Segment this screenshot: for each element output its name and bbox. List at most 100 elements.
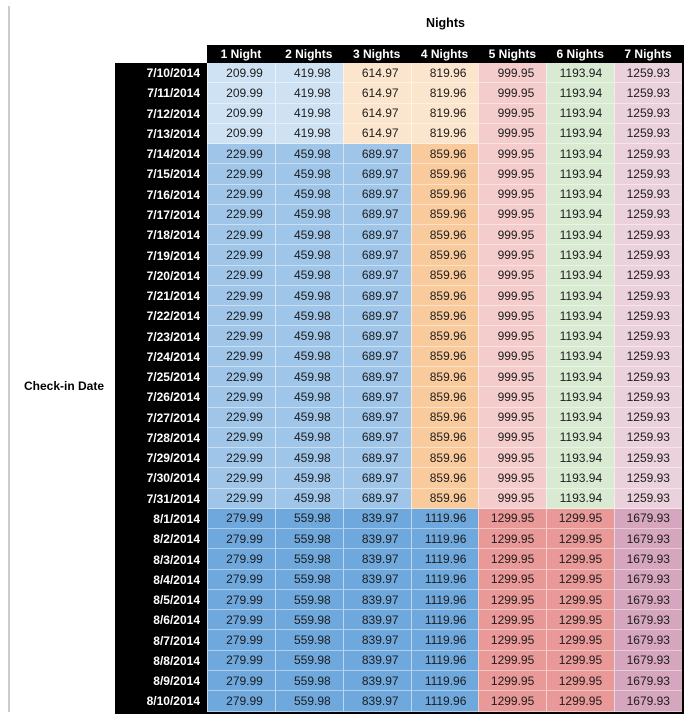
- price-cell: 229.99: [207, 326, 275, 347]
- price-cell: 1193.94: [546, 225, 615, 246]
- price-cell: 1679.93: [614, 529, 682, 550]
- price-cell: 999.95: [478, 63, 547, 84]
- row-header-checkin-date: 8/6/2014: [115, 610, 207, 631]
- row-header-checkin-date: 8/1/2014: [115, 508, 207, 530]
- price-cell: 689.97: [342, 164, 411, 185]
- price-cell: 859.96: [410, 306, 479, 327]
- pricing-table: 1 Night 2 Nights 3 Nights 4 Nights 5 Nights 6…: [115, 45, 684, 714]
- price-cell: 459.98: [274, 144, 343, 165]
- price-cell: 1259.93: [614, 407, 682, 428]
- price-cell: 999.95: [478, 164, 547, 185]
- price-cell: 689.97: [342, 407, 411, 428]
- price-cell: 1119.96: [410, 589, 479, 611]
- row-header-checkin-date: 7/30/2014: [115, 468, 207, 489]
- price-cell: 1299.95: [478, 589, 547, 611]
- price-cell: 1193.94: [546, 245, 615, 266]
- price-cell: 1259.93: [614, 225, 682, 246]
- price-cell: 999.95: [478, 123, 547, 145]
- price-cell: 859.96: [410, 204, 479, 226]
- price-cell: 1679.93: [614, 508, 682, 530]
- price-cell: 279.99: [207, 529, 275, 550]
- price-cell: 1193.94: [546, 407, 615, 428]
- left-edge-line: [8, 6, 10, 712]
- price-cell: 689.97: [342, 184, 411, 205]
- price-cell: 459.98: [274, 285, 343, 307]
- price-cell: 1299.95: [546, 630, 615, 651]
- price-cell: 1259.93: [614, 346, 682, 367]
- row-header-checkin-date: 7/13/2014: [115, 123, 207, 145]
- row-header-checkin-date: 7/18/2014: [115, 225, 207, 246]
- price-cell: 279.99: [207, 610, 275, 631]
- price-cell: 1193.94: [546, 103, 615, 124]
- price-cell: 459.98: [274, 387, 343, 408]
- column-header-6-nights: 6 Nights: [546, 45, 615, 63]
- price-cell: 859.96: [410, 265, 479, 286]
- price-cell: 859.96: [410, 184, 479, 205]
- price-cell: 999.95: [478, 285, 547, 307]
- price-cell: 859.96: [410, 346, 479, 367]
- price-cell: 689.97: [342, 448, 411, 469]
- price-cell: 999.95: [478, 204, 547, 226]
- price-cell: 859.96: [410, 245, 479, 266]
- price-cell: 859.96: [410, 387, 479, 408]
- price-cell: 419.98: [274, 63, 343, 84]
- price-cell: 689.97: [342, 488, 411, 509]
- price-cell: 1259.93: [614, 83, 682, 104]
- price-cell: 999.95: [478, 306, 547, 327]
- price-cell: 459.98: [274, 204, 343, 226]
- price-cell: 999.95: [478, 468, 547, 489]
- price-cell: 1299.95: [478, 610, 547, 631]
- column-header-3-nights: 3 Nights: [342, 45, 411, 63]
- price-cell: 229.99: [207, 245, 275, 266]
- price-cell: 839.97: [342, 589, 411, 611]
- price-cell: 1299.95: [546, 589, 615, 611]
- price-cell: 839.97: [342, 610, 411, 631]
- price-cell: 1119.96: [410, 630, 479, 651]
- column-header-7-nights: 7 Nights: [614, 45, 682, 63]
- price-cell: 1193.94: [546, 306, 615, 327]
- row-header-checkin-date: 7/16/2014: [115, 184, 207, 205]
- column-header-1-nights: 1 Night: [207, 45, 275, 63]
- price-cell: 279.99: [207, 549, 275, 570]
- row-header-checkin-date: 8/3/2014: [115, 549, 207, 570]
- price-cell: 689.97: [342, 306, 411, 327]
- price-cell: 1299.95: [546, 691, 615, 712]
- price-cell: 279.99: [207, 569, 275, 590]
- price-cell: 559.98: [274, 589, 343, 611]
- price-cell: 229.99: [207, 306, 275, 327]
- price-cell: 839.97: [342, 670, 411, 692]
- price-cell: 559.98: [274, 630, 343, 651]
- price-cell: 999.95: [478, 83, 547, 104]
- price-cell: 459.98: [274, 427, 343, 449]
- price-cell: 459.98: [274, 184, 343, 205]
- price-cell: 839.97: [342, 508, 411, 530]
- price-cell: 1259.93: [614, 488, 682, 509]
- price-cell: 459.98: [274, 468, 343, 489]
- price-cell: 1679.93: [614, 670, 682, 692]
- row-header-checkin-date: 7/20/2014: [115, 265, 207, 286]
- price-cell: 459.98: [274, 346, 343, 367]
- price-cell: 819.96: [410, 103, 479, 124]
- price-cell: 209.99: [207, 83, 275, 104]
- price-cell: 559.98: [274, 610, 343, 631]
- price-cell: 999.95: [478, 245, 547, 266]
- price-cell: 229.99: [207, 265, 275, 286]
- price-cell: 689.97: [342, 346, 411, 367]
- row-header-checkin-date: 7/12/2014: [115, 103, 207, 124]
- price-cell: 859.96: [410, 225, 479, 246]
- price-cell: 1119.96: [410, 691, 479, 712]
- price-cell: 1679.93: [614, 549, 682, 570]
- price-cell: 459.98: [274, 326, 343, 347]
- price-cell: 279.99: [207, 508, 275, 530]
- price-cell: 419.98: [274, 103, 343, 124]
- price-cell: 689.97: [342, 427, 411, 449]
- price-cell: 1193.94: [546, 366, 615, 388]
- price-cell: 1259.93: [614, 285, 682, 307]
- price-cell: 1259.93: [614, 468, 682, 489]
- price-cell: 859.96: [410, 164, 479, 185]
- price-cell: 999.95: [478, 407, 547, 428]
- price-cell: 1193.94: [546, 204, 615, 226]
- price-cell: 839.97: [342, 549, 411, 570]
- price-cell: 689.97: [342, 144, 411, 165]
- price-cell: 229.99: [207, 407, 275, 428]
